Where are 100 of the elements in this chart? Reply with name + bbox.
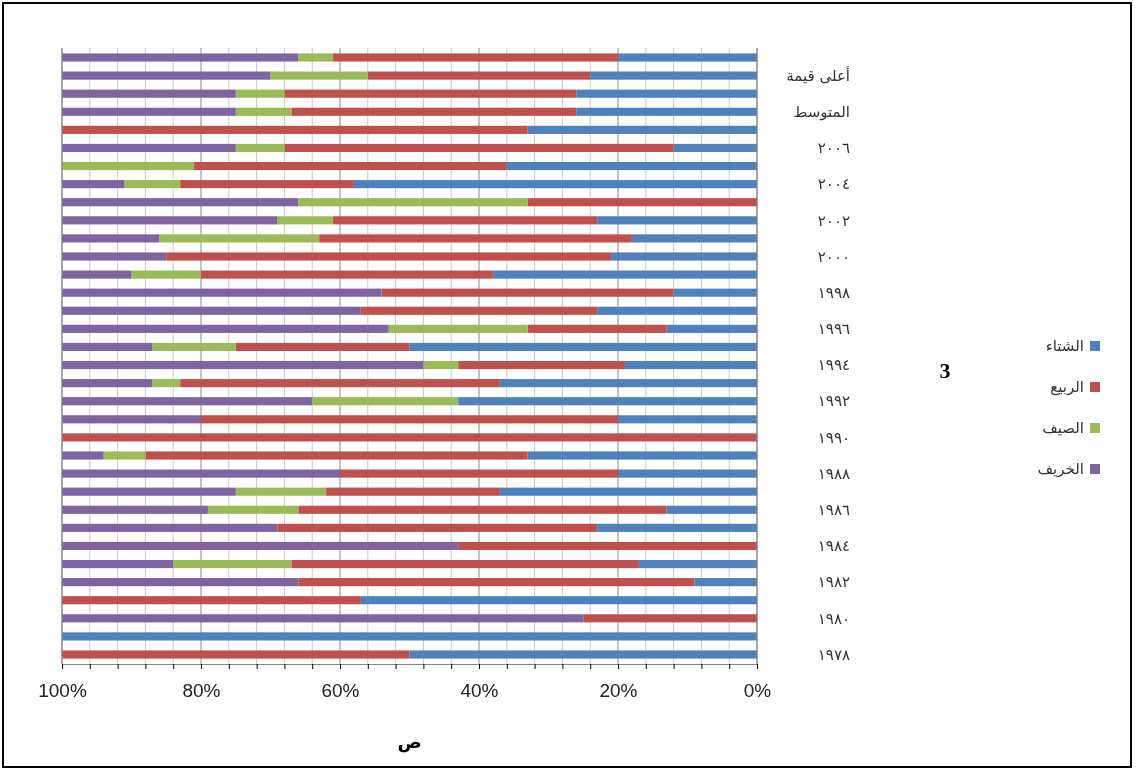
x-tick-label: 60%: [321, 679, 360, 701]
bar: [62, 252, 167, 261]
y-tick-label: ١٩٩٢: [817, 392, 850, 411]
bar: [597, 216, 757, 225]
y-tick-label: ١٩٨٠: [817, 609, 850, 628]
y-tick-label: ٢٠٠٠: [817, 247, 850, 266]
bar: [291, 107, 577, 116]
bar: [666, 505, 757, 514]
y-tick-label: ٢٠٠٤: [817, 175, 850, 194]
bar: [62, 433, 757, 442]
bar: [492, 270, 757, 279]
bar: [62, 451, 104, 460]
bar: [235, 487, 327, 496]
legend-label: الشتاء: [1045, 337, 1084, 356]
bar: [673, 143, 757, 153]
bar: [62, 270, 132, 279]
bar: [62, 198, 299, 207]
bar: [194, 161, 507, 171]
bar: [166, 252, 612, 261]
y-tick-label: أعلى قيمة: [786, 65, 850, 85]
bar: [527, 125, 757, 134]
x-tick-label: 100%: [38, 679, 87, 701]
y-tick-label: ١٩٩٨: [817, 283, 850, 302]
bar: [201, 270, 493, 279]
bar: [298, 505, 667, 514]
bar: [631, 234, 757, 243]
bar: [270, 71, 368, 80]
bar: [409, 650, 757, 659]
bar: [173, 559, 292, 569]
bar: [180, 180, 354, 189]
bar: [618, 469, 757, 478]
bar: [583, 614, 757, 623]
bar: [62, 415, 201, 424]
bar: [62, 487, 236, 496]
bar: [367, 71, 591, 80]
bar: [62, 234, 160, 243]
bar: [62, 523, 278, 532]
bar: [298, 578, 695, 587]
bar: [62, 379, 153, 388]
legend-label: الصيف: [1042, 419, 1084, 438]
bar: [207, 505, 299, 514]
bar: [506, 161, 757, 171]
bar: [62, 161, 195, 171]
bar: [62, 71, 271, 80]
bar: [180, 379, 500, 388]
bar: [326, 487, 500, 496]
bar: [201, 415, 618, 424]
bar: [597, 306, 757, 315]
bar: [62, 342, 153, 352]
bar: [590, 71, 757, 80]
bar: [62, 469, 340, 478]
bar: [62, 143, 236, 153]
bar: [62, 216, 278, 225]
bar: [103, 451, 146, 460]
bar: [284, 89, 577, 98]
y-tick-label: ١٩٩٠: [817, 428, 850, 447]
bar: [360, 596, 757, 605]
bar: [319, 234, 632, 243]
bar: [576, 107, 757, 116]
bar: [235, 342, 410, 352]
bar: [62, 596, 361, 605]
bar: [62, 505, 208, 514]
bar: [298, 53, 334, 62]
bar: [340, 469, 618, 478]
bar: [673, 288, 757, 297]
bar: [235, 107, 292, 116]
bar: [62, 125, 528, 134]
bar: [62, 632, 757, 641]
bar: [423, 360, 459, 370]
bar: [291, 559, 639, 569]
bar: [388, 324, 528, 333]
bar: [360, 306, 598, 315]
bar: [499, 487, 757, 496]
bar: [527, 198, 757, 207]
bar: [277, 216, 334, 225]
bar: [62, 578, 299, 587]
bar: [298, 198, 528, 207]
bar: [159, 234, 320, 243]
y-tick-label: ١٩٧٨: [817, 645, 850, 664]
y-tick-label: المتوسط: [793, 103, 850, 122]
bar: [284, 143, 674, 153]
bar: [333, 53, 618, 62]
bar: [409, 342, 757, 352]
y-tick-label: ٢٠٠٦: [817, 139, 850, 158]
bar: [62, 650, 410, 659]
bar: [131, 270, 201, 279]
bar: [62, 541, 459, 551]
bar: [597, 523, 757, 532]
y-tick-label: ١٩٩٤: [817, 356, 850, 375]
bar: [62, 324, 389, 333]
bar: [624, 360, 757, 370]
bar: [62, 397, 313, 406]
bar: [638, 559, 757, 569]
bar: [62, 53, 299, 62]
bar: [312, 397, 459, 406]
x-tick-label: 80%: [182, 679, 221, 701]
y-tick-label: ١٩٨٢: [817, 573, 850, 592]
bar: [62, 614, 584, 623]
bar: [145, 451, 528, 460]
bar: [152, 342, 236, 352]
